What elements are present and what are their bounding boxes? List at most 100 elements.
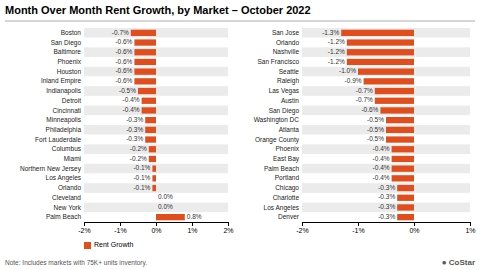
x-tick: -2% xyxy=(78,222,90,234)
y-tick: Minneapolis xyxy=(46,116,84,124)
y-tick-label: Indianapolis xyxy=(46,87,81,95)
data-label: -0.4% xyxy=(373,164,390,171)
data-labels: -1.3%-1.2%-1.2%-1.2%-1.0%-0.9%-0.7%-0.7%… xyxy=(322,29,395,220)
x-tick-mark xyxy=(414,222,415,226)
y-tick-label: Denver xyxy=(278,213,300,220)
bar xyxy=(392,175,414,181)
y-tick: Atlanta xyxy=(279,126,302,133)
x-tick-mark xyxy=(470,222,471,226)
data-label: 0.0% xyxy=(158,193,173,200)
y-tick-label: San Diego xyxy=(269,107,300,115)
bar xyxy=(142,107,156,113)
y-tick: Nashville xyxy=(273,48,302,55)
x-tick-label: -2% xyxy=(78,227,90,234)
y-tick: Seattle xyxy=(279,68,302,75)
row-bands xyxy=(302,28,470,222)
x-tick: -2% xyxy=(296,222,308,234)
y-tick-label: Charlotte xyxy=(273,194,300,201)
row-band xyxy=(302,164,470,174)
row-band xyxy=(84,28,228,38)
bar xyxy=(156,195,157,201)
branding: ● CoStar xyxy=(442,258,475,267)
y-tick: Los Angeles xyxy=(46,174,84,182)
y-tick: San Diego xyxy=(269,107,302,115)
x-tick-label: 0% xyxy=(151,227,161,234)
bar xyxy=(386,127,414,133)
y-tick-label: San Jose xyxy=(272,29,299,36)
y-tick-label: Palm Beach xyxy=(46,213,81,220)
bar xyxy=(397,204,414,210)
bar xyxy=(347,59,414,65)
bar xyxy=(392,146,414,152)
x-tick-mark xyxy=(302,222,303,226)
data-label: -0.3% xyxy=(378,184,395,191)
y-tick-label: New York xyxy=(54,204,82,211)
y-tick: Northern New Jersey xyxy=(20,165,84,173)
bar xyxy=(134,78,156,84)
x-tick-mark xyxy=(156,222,157,226)
y-tick-label: Philadelphia xyxy=(46,126,82,134)
x-axis-line xyxy=(85,223,229,227)
bar xyxy=(397,195,414,201)
bar xyxy=(386,117,414,123)
x-tick-label: 2% xyxy=(223,227,233,234)
y-tick-label: Washington DC xyxy=(254,116,300,124)
data-label: -1.2% xyxy=(328,48,345,55)
data-label: 0.0% xyxy=(158,203,173,210)
bar xyxy=(138,88,156,94)
bar xyxy=(392,165,414,171)
data-label: -0.4% xyxy=(373,145,390,152)
y-tick-label: Austin xyxy=(281,97,299,104)
legend-swatch xyxy=(84,242,91,249)
y-tick-label: Boston xyxy=(61,29,82,36)
row-band xyxy=(302,193,470,203)
x-tick: 0% xyxy=(409,222,419,234)
data-label: -0.6% xyxy=(115,77,132,84)
data-label: -0.4% xyxy=(373,174,390,181)
x-tick-label: -2% xyxy=(296,227,308,234)
y-tick: Inland Empire xyxy=(41,77,84,85)
row-band xyxy=(84,154,228,164)
row-band xyxy=(84,67,228,77)
y-tick: Los Angeles xyxy=(264,204,302,212)
y-tick-label: Portland xyxy=(275,174,300,181)
bar xyxy=(375,88,414,94)
x-tick-mark xyxy=(84,222,85,226)
bar xyxy=(149,156,156,162)
y-tick-label: Northern New Jersey xyxy=(20,165,82,173)
y-tick-label: Inland Empire xyxy=(41,77,81,85)
y-tick: Austin xyxy=(281,97,302,104)
data-label: -0.3% xyxy=(126,116,143,123)
row-band xyxy=(302,183,470,193)
data-label: -0.4% xyxy=(123,96,140,103)
y-tick: Cleveland xyxy=(52,194,84,201)
y-tick-label: San Francisco xyxy=(257,58,299,65)
data-label: -0.1% xyxy=(133,184,150,191)
y-tick: Orlando xyxy=(276,39,302,46)
bar xyxy=(134,39,156,45)
y-tick-label: Orlando xyxy=(58,184,82,191)
y-tick: Indianapolis xyxy=(46,87,84,95)
y-tick: East Bay xyxy=(273,155,302,163)
y-tick-label: East Bay xyxy=(273,155,300,163)
panel: -1.3%-1.2%-1.2%-1.2%-1.0%-0.9%-0.7%-0.7%… xyxy=(254,28,476,234)
y-tick: New York xyxy=(54,204,84,211)
y-tick: Houston xyxy=(57,68,84,75)
x-axis-line xyxy=(303,223,471,227)
y-tick: San Diego xyxy=(51,39,84,47)
row-band xyxy=(84,77,228,87)
data-label: -0.3% xyxy=(126,126,143,133)
x-tick: 1% xyxy=(187,222,197,234)
data-label: -0.6% xyxy=(115,58,132,65)
bar xyxy=(347,49,414,55)
y-tick: Chicago xyxy=(275,184,302,192)
data-labels: -0.7%-0.6%-0.6%-0.6%-0.6%-0.6%-0.5%-0.4%… xyxy=(112,29,202,220)
y-axis: BostonSan DiegoBaltimorePhoenixHoustonIn… xyxy=(20,29,84,220)
row-band xyxy=(84,144,228,154)
row-band xyxy=(84,183,228,193)
row-band xyxy=(302,38,470,48)
y-tick-label: Orlando xyxy=(276,39,300,46)
row-band xyxy=(302,203,470,213)
data-label: -0.7% xyxy=(112,29,129,36)
x-tick-label: 1% xyxy=(187,227,197,234)
